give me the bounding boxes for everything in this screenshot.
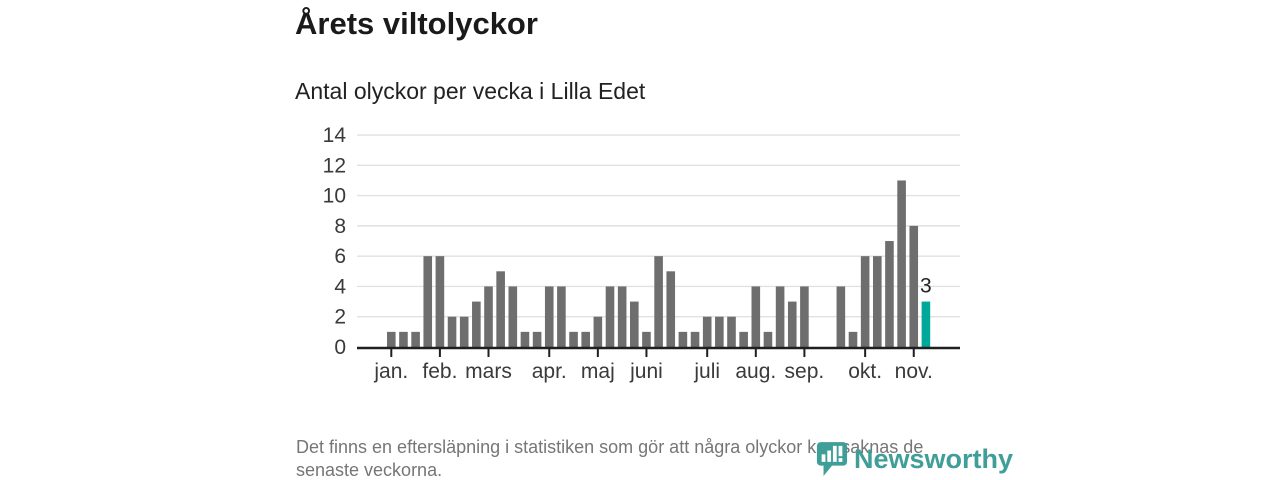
bar-week bbox=[581, 331, 590, 347]
bar-week bbox=[848, 331, 858, 347]
newsworthy-speech-bubble-bar-chart-icon bbox=[816, 442, 848, 476]
bar-week bbox=[557, 286, 566, 347]
bar-week bbox=[690, 331, 700, 347]
y-axis-label-0: 0 bbox=[334, 336, 346, 359]
x-axis-label-apr.: apr. bbox=[532, 360, 567, 383]
bar-week bbox=[520, 331, 530, 347]
x-axis-label-mars: mars bbox=[465, 360, 512, 383]
bar-week bbox=[569, 331, 578, 347]
x-axis-label-nov.: nov. bbox=[895, 360, 933, 383]
bar-week bbox=[873, 256, 882, 347]
x-axis-label-jan.: jan. bbox=[373, 360, 408, 383]
bar-week bbox=[727, 316, 736, 347]
bar-week bbox=[399, 331, 408, 347]
bar-week bbox=[642, 331, 651, 347]
bar-week bbox=[715, 316, 724, 347]
newsworthy-logo: Newsworthy bbox=[816, 441, 1013, 478]
bar-week bbox=[496, 271, 505, 347]
footnote-line-1: Det finns en eftersläpning i statistiken… bbox=[296, 437, 924, 457]
newsworthy-wordmark: Newsworthy bbox=[854, 444, 1014, 474]
bar-week bbox=[617, 286, 627, 347]
bar-week bbox=[411, 331, 420, 347]
x-axis-label-juli: juli bbox=[693, 360, 720, 383]
y-axis-label-2: 2 bbox=[334, 306, 346, 329]
bar-week bbox=[435, 256, 445, 347]
y-axis-label-10: 10 bbox=[323, 185, 346, 208]
bar-week bbox=[459, 316, 469, 347]
chart-subtitle: Antal olyckor per vecka i Lilla Edet bbox=[295, 78, 646, 104]
logo-bar-small bbox=[821, 454, 826, 462]
last-value-annotation: 3 bbox=[920, 275, 932, 298]
x-axis-label-maj: maj bbox=[581, 360, 615, 383]
bar-week bbox=[654, 256, 663, 347]
bar-week bbox=[593, 316, 603, 347]
bar-week bbox=[860, 256, 870, 347]
bar-week bbox=[447, 316, 457, 347]
bar-week bbox=[787, 301, 797, 347]
logo-bar-tall bbox=[832, 445, 837, 462]
bar-week-current bbox=[921, 301, 931, 347]
bar-week bbox=[702, 316, 712, 347]
footnote-line-2: senaste veckorna. bbox=[296, 460, 443, 480]
bar-week bbox=[763, 331, 773, 347]
bar-week bbox=[605, 286, 615, 347]
bar-week bbox=[678, 331, 688, 347]
y-axis-label-12: 12 bbox=[323, 154, 346, 177]
bar-week bbox=[885, 241, 894, 347]
bar-week bbox=[751, 286, 761, 347]
bar-week bbox=[775, 286, 785, 347]
bar-week bbox=[909, 225, 919, 347]
x-axis-label-feb.: feb. bbox=[422, 360, 457, 383]
speech-bubble-shape bbox=[816, 442, 848, 476]
bar-week bbox=[739, 331, 748, 347]
logo-exclamation-stem bbox=[838, 445, 843, 457]
bar-week bbox=[666, 271, 676, 347]
bar-week bbox=[387, 331, 396, 347]
x-axis-label-okt.: okt. bbox=[848, 360, 882, 383]
bar-week bbox=[484, 286, 493, 347]
y-axis-label-8: 8 bbox=[334, 215, 346, 238]
bar-week bbox=[423, 256, 433, 347]
bar-week bbox=[508, 286, 518, 347]
bar-week bbox=[472, 301, 481, 347]
footnote: Det finns en eftersläpning i statistiken… bbox=[296, 436, 923, 480]
x-axis-label-juni: juni bbox=[629, 360, 663, 383]
logo-bar-medium bbox=[827, 450, 832, 462]
bar-week bbox=[532, 331, 542, 347]
bar-week bbox=[800, 286, 809, 347]
y-axis-label-6: 6 bbox=[334, 245, 346, 268]
bar-week bbox=[630, 301, 639, 347]
page-title: Årets viltolyckor bbox=[295, 6, 538, 41]
y-axis-label-4: 4 bbox=[334, 275, 346, 298]
x-axis-label-aug.: aug. bbox=[735, 360, 776, 383]
bar-week bbox=[544, 286, 554, 347]
x-axis-label-sep.: sep. bbox=[785, 360, 825, 383]
y-axis-label-14: 14 bbox=[323, 124, 347, 147]
logo-exclamation-dot bbox=[838, 458, 843, 462]
bar-week bbox=[836, 286, 846, 347]
bar-week bbox=[897, 180, 906, 347]
